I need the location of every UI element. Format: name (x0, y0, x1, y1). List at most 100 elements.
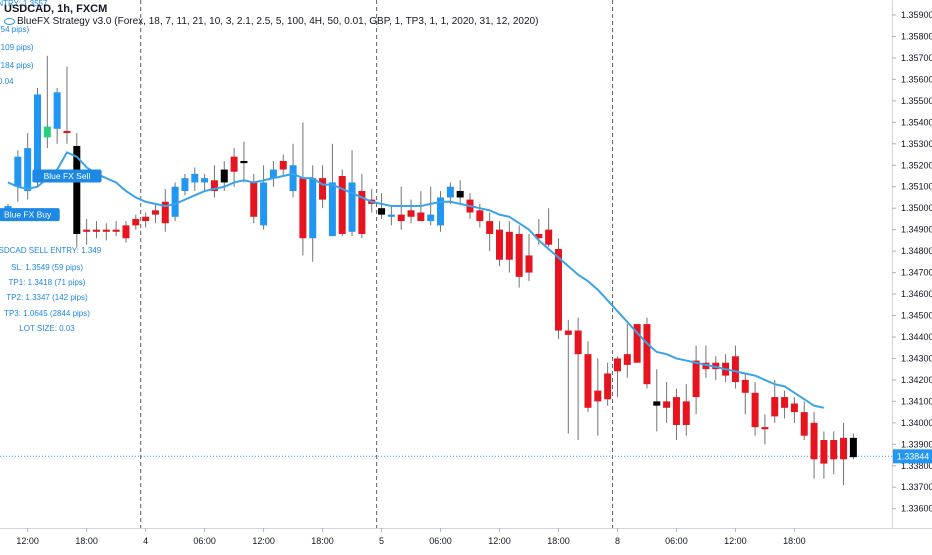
y-tick-label: 1.35900 (901, 10, 932, 20)
candle-body[interactable] (692, 360, 700, 398)
eye-icon[interactable] (4, 17, 15, 25)
candle-body[interactable] (604, 373, 612, 400)
candle-body[interactable] (122, 225, 130, 239)
candle-body[interactable] (142, 216, 150, 222)
candle-body[interactable] (191, 173, 199, 183)
candle-body[interactable] (535, 233, 543, 239)
candle-body[interactable] (161, 201, 169, 224)
candle-body[interactable] (220, 169, 228, 183)
candle-body[interactable] (328, 182, 336, 237)
candle-body[interactable] (437, 197, 445, 226)
candle-body[interactable] (230, 156, 238, 172)
candle-body[interactable] (289, 165, 297, 192)
trade-note: ENTRY: 1.3557 (0, 0, 48, 8)
candle-body[interactable] (574, 330, 582, 355)
candle-body[interactable] (771, 397, 779, 417)
candle-body[interactable] (525, 255, 533, 273)
candle-body[interactable] (849, 437, 857, 458)
sell-info-line: USDCAD SELL ENTRY: 1.349 (0, 246, 102, 255)
candle-body[interactable] (761, 427, 769, 430)
candle-body[interactable] (515, 233, 523, 277)
candle-body[interactable] (73, 145, 81, 234)
candle-body[interactable] (613, 358, 621, 372)
buy-signal-text: Blue FX Buy (4, 210, 52, 220)
candle-body[interactable] (348, 182, 356, 232)
candle-body[interactable] (171, 186, 179, 217)
candle-body[interactable] (338, 176, 346, 234)
candle-body[interactable] (712, 362, 720, 370)
candle-body[interactable] (643, 324, 651, 385)
candle-body[interactable] (830, 440, 838, 460)
candle-body[interactable] (151, 210, 159, 215)
candle-body[interactable] (63, 130, 71, 134)
candle-body[interactable] (564, 330, 572, 335)
candle-body[interactable] (446, 186, 454, 198)
candle-body[interactable] (584, 354, 592, 408)
candle-body[interactable] (181, 178, 189, 192)
candle-body[interactable] (260, 182, 268, 226)
candle-body[interactable] (112, 229, 120, 232)
candle-body[interactable] (132, 218, 140, 226)
candle-body[interactable] (486, 221, 494, 234)
candle-body[interactable] (496, 229, 503, 260)
y-tick-label: 1.35100 (901, 182, 932, 192)
candle-body[interactable] (790, 403, 798, 413)
x-tick-label: 5 (379, 536, 384, 546)
buy-signal-label[interactable]: Blue FX Buy (0, 208, 60, 222)
candle-body[interactable] (407, 210, 415, 217)
candle-body[interactable] (702, 362, 710, 370)
x-tick-label: 12:00 (488, 536, 511, 546)
candle-body[interactable] (33, 94, 41, 183)
candle-body[interactable] (387, 214, 395, 217)
candle-body[interactable] (210, 180, 218, 192)
sell-signal-label[interactable]: Blue FX Sell (32, 169, 102, 183)
candle-body[interactable] (250, 182, 258, 217)
candle-body[interactable] (299, 178, 307, 239)
candle-body[interactable] (201, 178, 209, 183)
candle-body[interactable] (751, 392, 759, 428)
candle-body[interactable] (319, 178, 327, 200)
indicator-title[interactable]: BlueFX Strategy v3.0 (Forex, 18, 7, 11, … (4, 16, 538, 27)
candle-body[interactable] (554, 248, 562, 331)
candle-body[interactable] (505, 231, 513, 260)
candle-body[interactable] (24, 148, 32, 192)
candle-body[interactable] (102, 229, 110, 232)
candle-body[interactable] (240, 160, 248, 164)
candle-body[interactable] (309, 178, 317, 239)
candle-body[interactable] (43, 126, 51, 138)
candle-body[interactable] (279, 160, 287, 170)
candle-body[interactable] (417, 212, 425, 222)
candle-body[interactable] (633, 324, 641, 363)
candle-body[interactable] (92, 229, 100, 232)
candle-body[interactable] (456, 191, 464, 198)
candle-body[interactable] (14, 156, 22, 187)
candle-body[interactable] (83, 229, 91, 232)
candle-body[interactable] (53, 92, 61, 129)
candle-body[interactable] (476, 210, 484, 222)
y-tick-label: 1.34200 (901, 375, 932, 385)
candle-body[interactable] (781, 397, 789, 408)
candle-body[interactable] (840, 437, 848, 460)
candle-body[interactable] (545, 229, 553, 245)
symbol-title[interactable]: USDCAD, 1h, FXCM (4, 3, 108, 15)
x-tick-label: 18:00 (547, 536, 570, 546)
candle-body[interactable] (682, 401, 690, 425)
candle-body[interactable] (663, 401, 671, 408)
candle-body[interactable] (378, 208, 386, 215)
candle-body[interactable] (427, 214, 435, 222)
candle-body[interactable] (269, 169, 277, 179)
x-tick-label: 18:00 (783, 536, 806, 546)
candle-body[interactable] (397, 214, 405, 222)
candle-body[interactable] (358, 191, 366, 234)
candle-body[interactable] (623, 354, 631, 365)
candle-body[interactable] (820, 440, 828, 464)
candle-body[interactable] (672, 397, 680, 425)
candle-body[interactable] (731, 356, 739, 383)
candle-body[interactable] (800, 412, 808, 436)
candle-body[interactable] (653, 401, 661, 406)
candle-body[interactable] (594, 390, 602, 402)
candle-body[interactable] (810, 422, 818, 460)
candle-body[interactable] (741, 379, 749, 393)
